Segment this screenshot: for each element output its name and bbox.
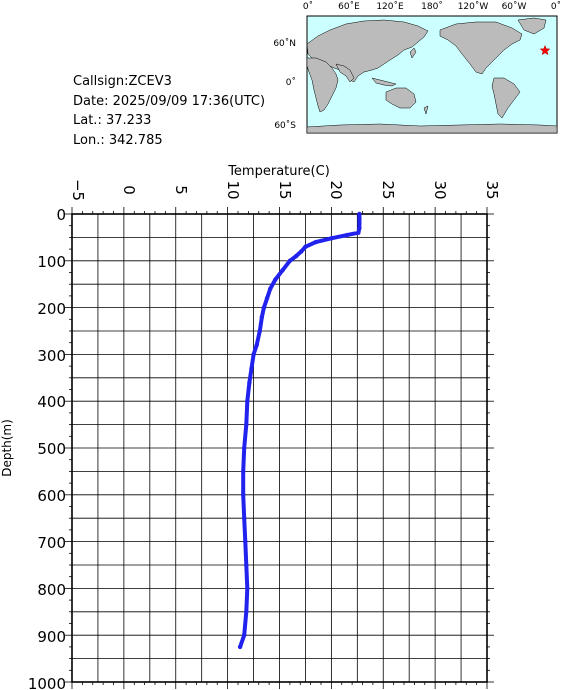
map-lat-label: 60˚S [274,120,296,131]
map-lon-label: 120˚E [376,1,404,12]
x-axis-title: Temperature(C) [227,164,330,179]
data-point [261,305,267,310]
map-lon-label: 60˚W [502,1,527,12]
africa-landmass [306,57,339,113]
japan-island [409,47,417,59]
map-lon-label: 60˚E [338,1,360,12]
greenland-landmass [517,17,547,35]
data-point [242,633,247,638]
data-point [245,586,250,591]
y-tick-label: 400 [37,393,66,411]
x-tick-label: 35 [483,180,501,199]
data-point [313,239,319,245]
data-point [242,445,247,451]
data-point [242,516,247,521]
data-point [267,286,273,292]
map-land [306,17,558,134]
data-point [357,225,362,231]
data-point [259,314,265,320]
y-tick-label: 500 [37,440,66,458]
y-tick-label: 100 [37,253,66,271]
india-landmass [335,63,355,83]
y-tick-label: 900 [37,628,66,646]
location-map: 0˚ 60˚E 120˚E 180˚ 120˚W 60˚W 0˚ 60˚N 0˚… [273,1,561,134]
map-lon-label: 0˚ [551,1,561,12]
y-tick-label: 200 [37,300,66,318]
y-tick-label: 1000 [28,675,66,690]
data-point [264,296,270,301]
map-lat-label: 60˚N [273,38,296,49]
map-marker [539,44,551,56]
data-point [249,366,254,371]
data-point [273,277,278,282]
data-point [240,492,246,497]
data-point [293,253,299,259]
data-point [247,380,252,385]
map-lon-label: 0˚ [303,1,313,12]
data-point [303,244,308,249]
data-point [240,469,246,474]
y-tick-labels: 0 100 200 300 400 500 600 700 800 900 10… [28,206,66,690]
data-point [356,230,361,235]
cast-metadata: Callsign:ZCEV3 Date: 2025/09/09 17:36(UT… [73,72,265,150]
y-tick-label: 0 [56,206,66,224]
data-point [287,258,293,263]
antarctica-landmass [306,123,558,134]
date-text: Date: 2025/09/09 17:36(UTC) [73,93,266,109]
north-america-landmass [439,21,523,75]
data-point [280,267,285,273]
x-tick-label: −5 [69,179,87,201]
latitude-text: Lat.: 37.233 [73,113,152,128]
y-tick-label: 300 [37,347,66,365]
data-point [237,644,243,650]
map-top-labels: 0˚ 60˚E 120˚E 180˚ 120˚W 60˚W 0˚ [303,1,561,12]
data-point [329,236,334,241]
x-tick-label: 10 [224,180,242,199]
sea-islands [371,77,397,87]
data-point [251,352,256,357]
y-axis-title: Depth(m) [0,419,14,477]
x-tick-label: 5 [172,185,190,195]
south-america-landmass [491,77,521,119]
x-tick-label: 30 [431,180,449,199]
map-lat-labels: 60˚N 0˚ 60˚S [273,38,296,131]
x-tick-labels: −5 0 5 10 15 20 25 30 35 [69,179,501,201]
map-lat-label: 0˚ [286,77,296,88]
data-point [244,609,249,614]
y-tick-label: 800 [37,581,66,599]
longitude-text: Lon.: 342.785 [73,132,163,148]
x-tick-label: 0 [120,185,138,195]
series-line [238,212,362,649]
map-lon-label: 120˚W [458,1,489,12]
temperature-profile-series [237,211,362,650]
data-point [244,422,249,427]
australia-landmass [385,87,417,109]
data-point [357,216,362,221]
data-point [357,221,362,226]
y-tick-label: 600 [37,487,66,505]
y-tick-label: 700 [37,534,66,552]
data-point [243,539,248,544]
data-point [357,211,362,217]
data-point [257,328,262,334]
grid [72,214,487,682]
x-tick-label: 15 [276,180,294,199]
data-point [254,342,259,348]
callsign-text: Callsign:ZCEV3 [73,74,172,89]
x-tick-label: 25 [379,180,397,199]
data-point [244,562,249,568]
new-zealand-island [423,105,429,115]
map-lon-label: 180˚ [421,1,443,12]
location-star-marker [539,44,551,56]
data-point [245,399,250,404]
x-tick-label: 20 [327,180,345,199]
data-point [299,249,304,254]
data-point [344,232,350,238]
plot-frame [71,213,488,683]
